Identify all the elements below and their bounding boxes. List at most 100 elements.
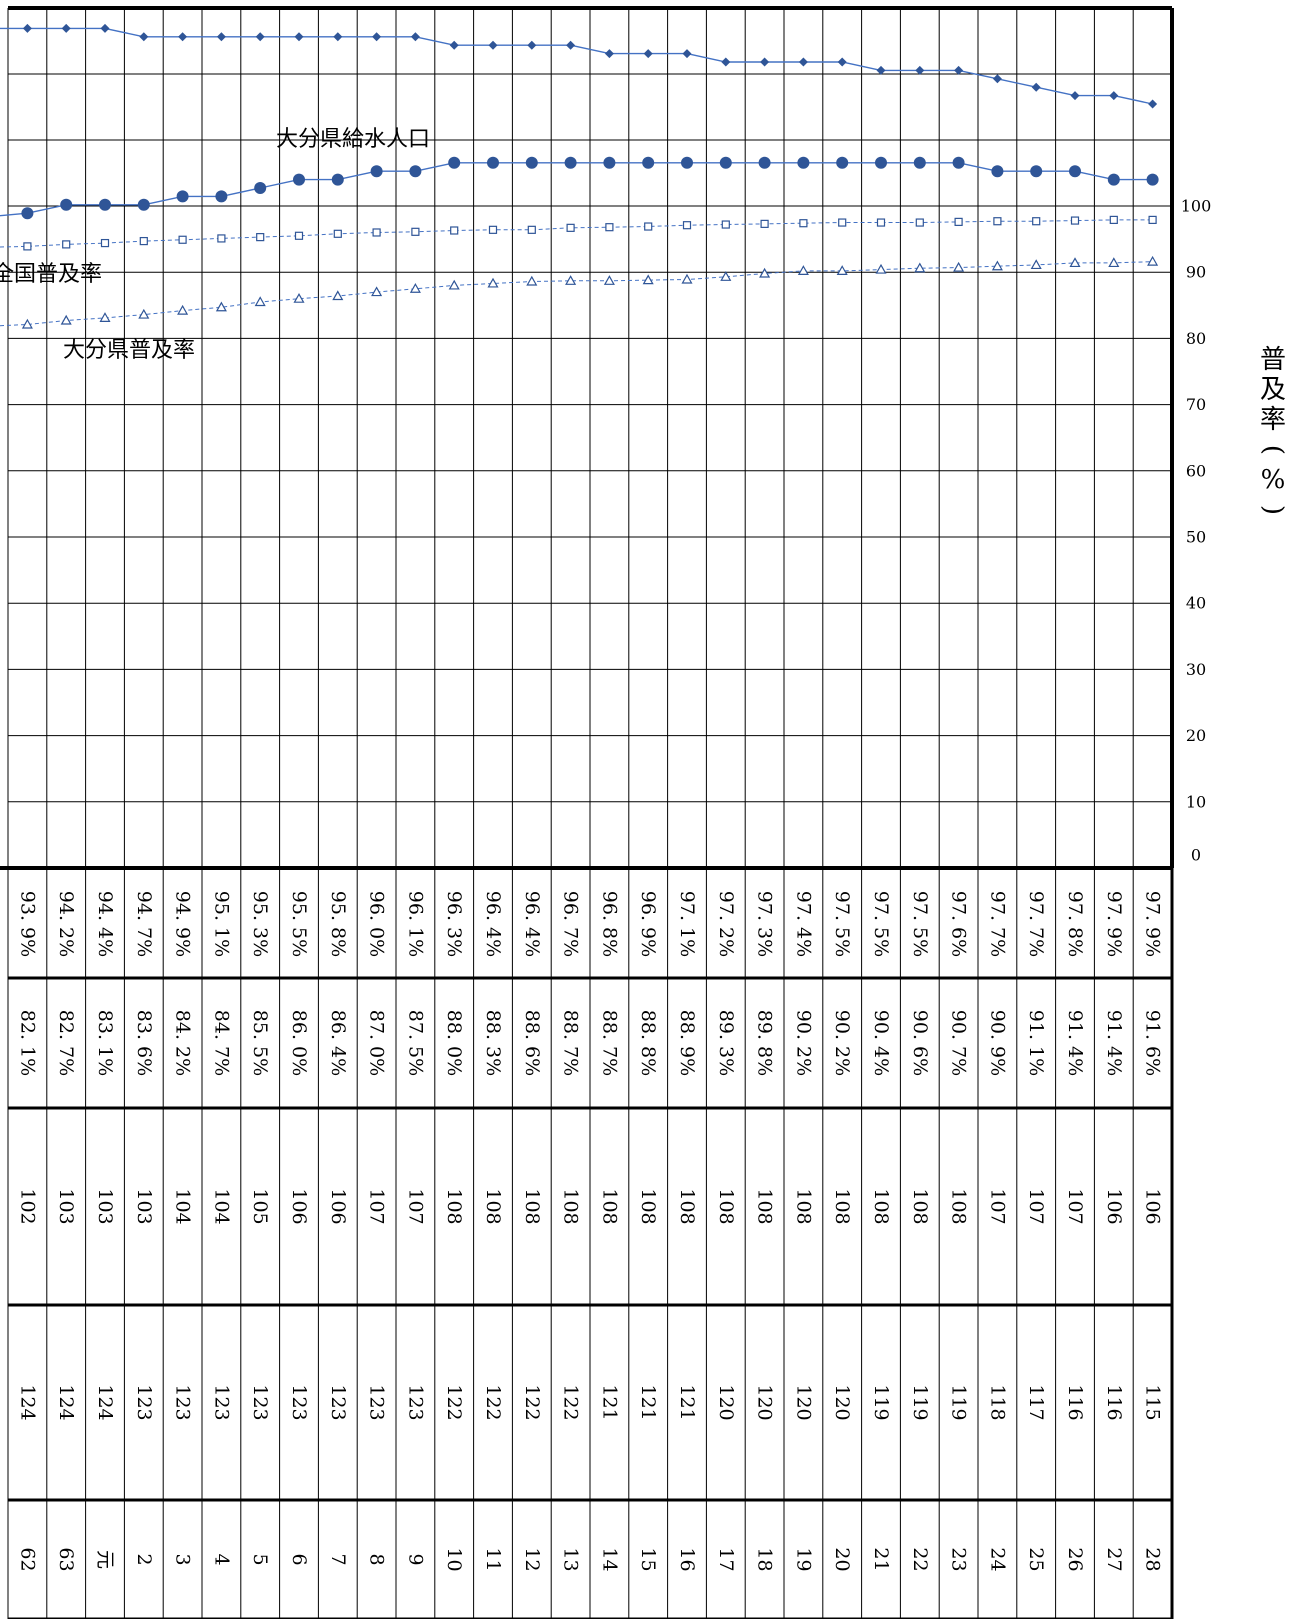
table-cell: 86. 0% bbox=[288, 1010, 310, 1076]
data-point bbox=[218, 235, 225, 242]
table-cell: 96. 8% bbox=[598, 891, 620, 957]
data-point bbox=[681, 157, 693, 169]
data-point bbox=[565, 157, 577, 169]
table-cell: 88. 6% bbox=[521, 1010, 543, 1076]
data-point bbox=[994, 218, 1001, 225]
table-cell: 90. 4% bbox=[870, 1010, 892, 1076]
data-point bbox=[720, 157, 732, 169]
table-cell: 15 bbox=[637, 1547, 659, 1571]
data-point bbox=[993, 74, 1002, 83]
table-cell: 122 bbox=[443, 1384, 465, 1420]
table-cell: 108 bbox=[754, 1188, 776, 1224]
data-point bbox=[839, 219, 846, 226]
data-point bbox=[875, 157, 887, 169]
table-cell: 103 bbox=[94, 1188, 116, 1224]
series-lines bbox=[0, 24, 1159, 328]
series-line-oita_population bbox=[0, 163, 1153, 216]
table-cell: 27 bbox=[1103, 1547, 1125, 1571]
table-cell: 97. 7% bbox=[1025, 891, 1047, 957]
series-label: 全国普及率 bbox=[0, 262, 102, 287]
table-cell: 6 bbox=[288, 1553, 310, 1565]
table-cell: 19 bbox=[792, 1547, 814, 1571]
y-axis-title-char: % bbox=[1258, 465, 1288, 495]
data-point bbox=[644, 49, 653, 58]
data-point bbox=[254, 182, 266, 194]
table-cell: 83. 6% bbox=[133, 1010, 155, 1076]
table-cell: 123 bbox=[133, 1384, 155, 1420]
data-point bbox=[878, 219, 885, 226]
table-cell: 11 bbox=[482, 1547, 504, 1571]
y-tick-label: 0 bbox=[1191, 846, 1201, 865]
data-point bbox=[138, 199, 150, 211]
y-axis-title: 普 及 率 ( % ) bbox=[1258, 345, 1288, 525]
data-point bbox=[371, 165, 383, 177]
table-cell: 115 bbox=[1142, 1384, 1164, 1420]
table-cell: 122 bbox=[521, 1384, 543, 1420]
table-cell: 95. 8% bbox=[327, 891, 349, 957]
table-cell: 108 bbox=[560, 1188, 582, 1224]
data-point bbox=[605, 49, 614, 58]
table-cell: 107 bbox=[366, 1188, 388, 1224]
table-cell: 91. 6% bbox=[1142, 1010, 1164, 1076]
table-cell: 28 bbox=[1142, 1547, 1164, 1571]
table-cell: 4 bbox=[210, 1553, 232, 1565]
table-cell: 84. 7% bbox=[210, 1010, 232, 1076]
table-cell: 97. 5% bbox=[870, 891, 892, 957]
table-cell: 83. 1% bbox=[94, 1010, 116, 1076]
data-point bbox=[606, 224, 613, 231]
data-point bbox=[411, 32, 420, 41]
table-cell: 82. 7% bbox=[55, 1010, 77, 1076]
table-cell: 91. 4% bbox=[1064, 1010, 1086, 1076]
data-point bbox=[256, 297, 265, 305]
data-point bbox=[24, 243, 31, 250]
table-cell: 97. 9% bbox=[1142, 891, 1164, 957]
table-cell: 97. 1% bbox=[676, 891, 698, 957]
data-point bbox=[21, 207, 33, 219]
table-cell: 88. 7% bbox=[560, 1010, 582, 1076]
data-point bbox=[334, 230, 341, 237]
table-cell: 103 bbox=[55, 1188, 77, 1224]
table-cell: 106 bbox=[1103, 1188, 1125, 1224]
table-cell: 26 bbox=[1064, 1547, 1086, 1571]
table-cell: 8 bbox=[366, 1553, 388, 1565]
table-cell: 123 bbox=[210, 1384, 232, 1420]
data-point bbox=[759, 157, 771, 169]
y-tick-label: 80 bbox=[1186, 329, 1206, 348]
table-cell: 108 bbox=[598, 1188, 620, 1224]
table-cell: 24 bbox=[986, 1547, 1008, 1571]
data-point bbox=[916, 219, 923, 226]
data-point bbox=[140, 238, 147, 245]
table-cell: 62 bbox=[16, 1547, 38, 1571]
table-cell: 94. 7% bbox=[133, 891, 155, 957]
data-point bbox=[215, 190, 227, 202]
table-cell: 121 bbox=[637, 1384, 659, 1420]
table-cell: 7 bbox=[327, 1553, 349, 1565]
y-tick-label: 30 bbox=[1186, 660, 1206, 679]
table-cell: 84. 2% bbox=[172, 1010, 194, 1076]
table-cell: 121 bbox=[676, 1384, 698, 1420]
table-cell: 119 bbox=[948, 1384, 970, 1420]
table-cell: 96. 7% bbox=[560, 891, 582, 957]
table-cell: 14 bbox=[598, 1547, 620, 1571]
table-cell: 9 bbox=[404, 1553, 426, 1565]
table-cell: 96. 1% bbox=[404, 891, 426, 957]
data-point bbox=[1072, 217, 1079, 224]
table-cell: 122 bbox=[560, 1384, 582, 1420]
table-cell: 123 bbox=[404, 1384, 426, 1420]
table-cell: 90. 9% bbox=[986, 1010, 1008, 1076]
series-line-national_rate bbox=[0, 220, 1153, 247]
data-point bbox=[838, 58, 847, 67]
data-point bbox=[179, 236, 186, 243]
data-point bbox=[683, 275, 692, 283]
table-cell: 87. 5% bbox=[404, 1010, 426, 1076]
data-point bbox=[450, 281, 459, 289]
data-point bbox=[528, 226, 535, 233]
table-cell: 88. 8% bbox=[637, 1010, 659, 1076]
table-cell: 17 bbox=[715, 1547, 737, 1571]
data-point bbox=[217, 32, 226, 41]
table-cell: 123 bbox=[327, 1384, 349, 1420]
table-cell: 13 bbox=[560, 1547, 582, 1571]
table-cell: 88. 9% bbox=[676, 1010, 698, 1076]
table-cell: 90. 6% bbox=[909, 1010, 931, 1076]
data-point bbox=[645, 223, 652, 230]
